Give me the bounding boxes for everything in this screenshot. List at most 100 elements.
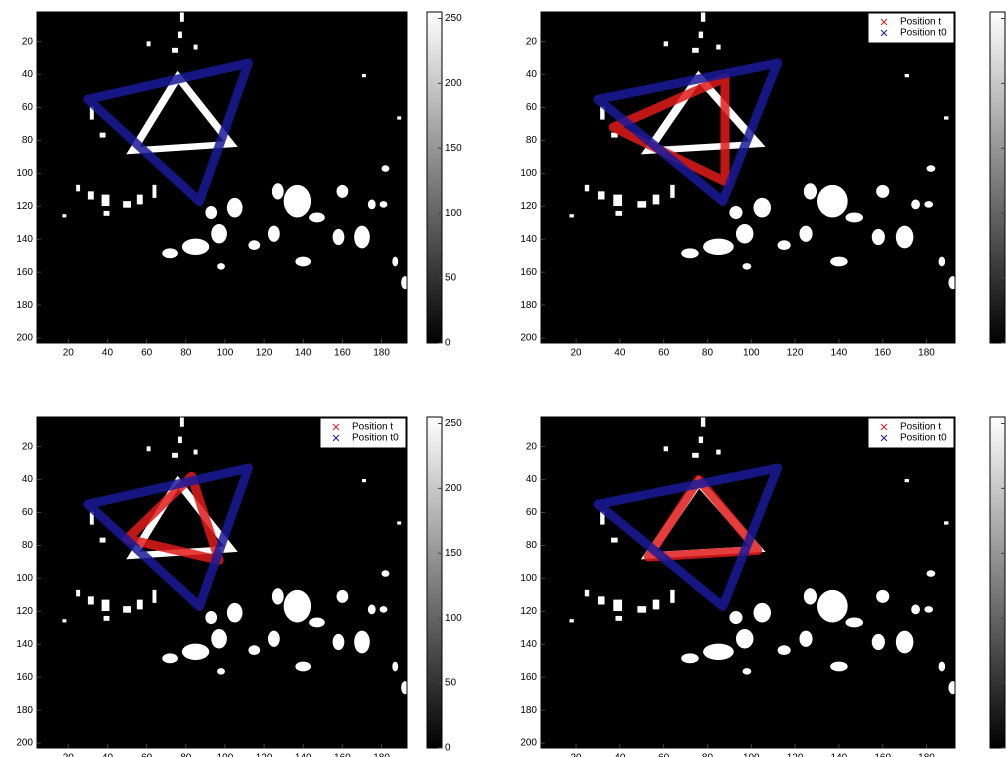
- x-tick-label: 40: [614, 348, 626, 359]
- legend-label: Position t0: [900, 433, 947, 444]
- x-tick-label: 160: [334, 753, 351, 757]
- y-tick-label: 80: [526, 135, 538, 146]
- legend-label: Position t: [352, 422, 393, 433]
- y-tick-label: 20: [526, 441, 538, 452]
- y-tick-label: 80: [22, 540, 34, 551]
- x-tick-label: 20: [570, 753, 582, 757]
- colorbar-tick-label: 100: [445, 208, 462, 219]
- x-tick-label: 100: [217, 348, 234, 359]
- y-tick-label: 120: [16, 201, 33, 212]
- y-tick-label: 160: [520, 267, 537, 278]
- image-background: [37, 12, 407, 343]
- y-tick-label: 140: [520, 639, 537, 650]
- x-tick-label: 160: [874, 753, 891, 757]
- y-tick-label: 140: [520, 234, 537, 245]
- legend-label: Position t0: [900, 28, 947, 39]
- y-tick-label: 100: [16, 168, 33, 179]
- y-tick-label: 180: [16, 300, 33, 311]
- y-tick-label: 120: [520, 606, 537, 617]
- image-background: [541, 12, 955, 343]
- colorbar-tick-label: 200: [445, 78, 462, 89]
- colorbar-tick-label: 100: [445, 613, 462, 624]
- colorbar-tick-label: 250: [445, 418, 462, 429]
- image-background: [541, 417, 955, 748]
- y-tick-label: 200: [16, 333, 33, 344]
- y-tick-label: 40: [526, 474, 538, 485]
- y-tick-label: 60: [526, 507, 538, 518]
- panel: 20 40 60 80 100 120 140 160 180 20 40 60 80 100 120 140…: [16, 12, 462, 359]
- y-tick-label: 140: [16, 234, 33, 245]
- image-background: [37, 417, 407, 748]
- y-tick-label: 120: [520, 201, 537, 212]
- y-tick-label: 160: [16, 672, 33, 683]
- x-tick-label: 40: [102, 348, 114, 359]
- x-tick-label: 100: [743, 753, 760, 757]
- x-tick-label: 80: [180, 348, 192, 359]
- x-tick-label: 120: [256, 348, 273, 359]
- colorbar-tick-label: 0: [445, 743, 451, 754]
- x-tick-label: 160: [334, 348, 351, 359]
- x-tick-label: 20: [63, 753, 75, 757]
- x-tick-label: 120: [787, 348, 804, 359]
- y-tick-label: 80: [526, 540, 538, 551]
- y-tick-label: 60: [22, 102, 34, 113]
- colorbar-tick-label: 0: [445, 338, 451, 349]
- x-tick-label: 120: [787, 753, 804, 757]
- x-tick-label: 180: [373, 348, 390, 359]
- x-tick-label: 180: [918, 753, 935, 757]
- y-tick-label: 40: [526, 69, 538, 80]
- x-tick-label: 60: [141, 348, 153, 359]
- y-tick-label: 200: [520, 333, 537, 344]
- y-tick-label: 80: [22, 135, 34, 146]
- x-tick-label: 140: [831, 348, 848, 359]
- x-tick-label: 40: [102, 753, 114, 757]
- y-tick-label: 40: [22, 474, 34, 485]
- y-tick-label: 180: [520, 300, 537, 311]
- legend-label: Position t: [900, 422, 941, 433]
- panel: 2040608010012014016018020406080100120140…: [16, 417, 462, 757]
- colorbar-tick-label: 150: [445, 143, 462, 154]
- colorbar: [427, 417, 442, 748]
- x-tick-label: 60: [141, 753, 153, 757]
- colorbar-tick-label: 50: [445, 273, 457, 284]
- colorbar-tick-label: 200: [445, 483, 462, 494]
- y-tick-label: 100: [520, 168, 537, 179]
- legend-label: Position t0: [352, 433, 399, 444]
- x-tick-label: 100: [217, 753, 234, 757]
- x-tick-label: 60: [658, 753, 670, 757]
- colorbar: [990, 12, 1005, 343]
- y-tick-label: 60: [22, 507, 34, 518]
- x-tick-label: 140: [295, 753, 312, 757]
- colorbar: [427, 12, 442, 343]
- x-tick-label: 100: [743, 348, 760, 359]
- x-tick-label: 120: [256, 753, 273, 757]
- legend-label: Position t: [900, 17, 941, 28]
- y-tick-label: 180: [16, 705, 33, 716]
- y-tick-label: 20: [22, 441, 34, 452]
- figure: 20 40 60 80 100 120 140 160 180 20 40 60 80 100 120 140…: [0, 0, 1007, 757]
- colorbar-tick-label: 250: [445, 13, 462, 24]
- y-tick-label: 20: [22, 36, 34, 47]
- y-tick-label: 60: [526, 102, 538, 113]
- panel: 2040608010012014016018020406080100120140…: [520, 417, 1007, 757]
- x-tick-label: 80: [180, 753, 192, 757]
- x-tick-label: 80: [702, 348, 714, 359]
- y-tick-label: 40: [22, 69, 34, 80]
- colorbar: [990, 417, 1005, 748]
- x-tick-label: 160: [874, 348, 891, 359]
- y-tick-label: 160: [16, 267, 33, 278]
- y-tick-label: 200: [16, 738, 33, 749]
- x-tick-label: 140: [295, 348, 312, 359]
- y-tick-label: 100: [520, 573, 537, 584]
- x-tick-label: 180: [918, 348, 935, 359]
- colorbar-tick-label: 50: [445, 678, 457, 689]
- x-tick-label: 80: [702, 753, 714, 757]
- y-tick-label: 160: [520, 672, 537, 683]
- colorbar-tick-label: 150: [445, 548, 462, 559]
- x-tick-label: 20: [63, 348, 75, 359]
- x-tick-label: 40: [614, 753, 626, 757]
- body: 20 40 60 80 100 120 140 160 180 20 40 60 80 100 120 140…: [0, 0, 1007, 757]
- page: {"chart_data": [ {"type": "image", "colo…: [0, 0, 1007, 757]
- y-tick-label: 180: [520, 705, 537, 716]
